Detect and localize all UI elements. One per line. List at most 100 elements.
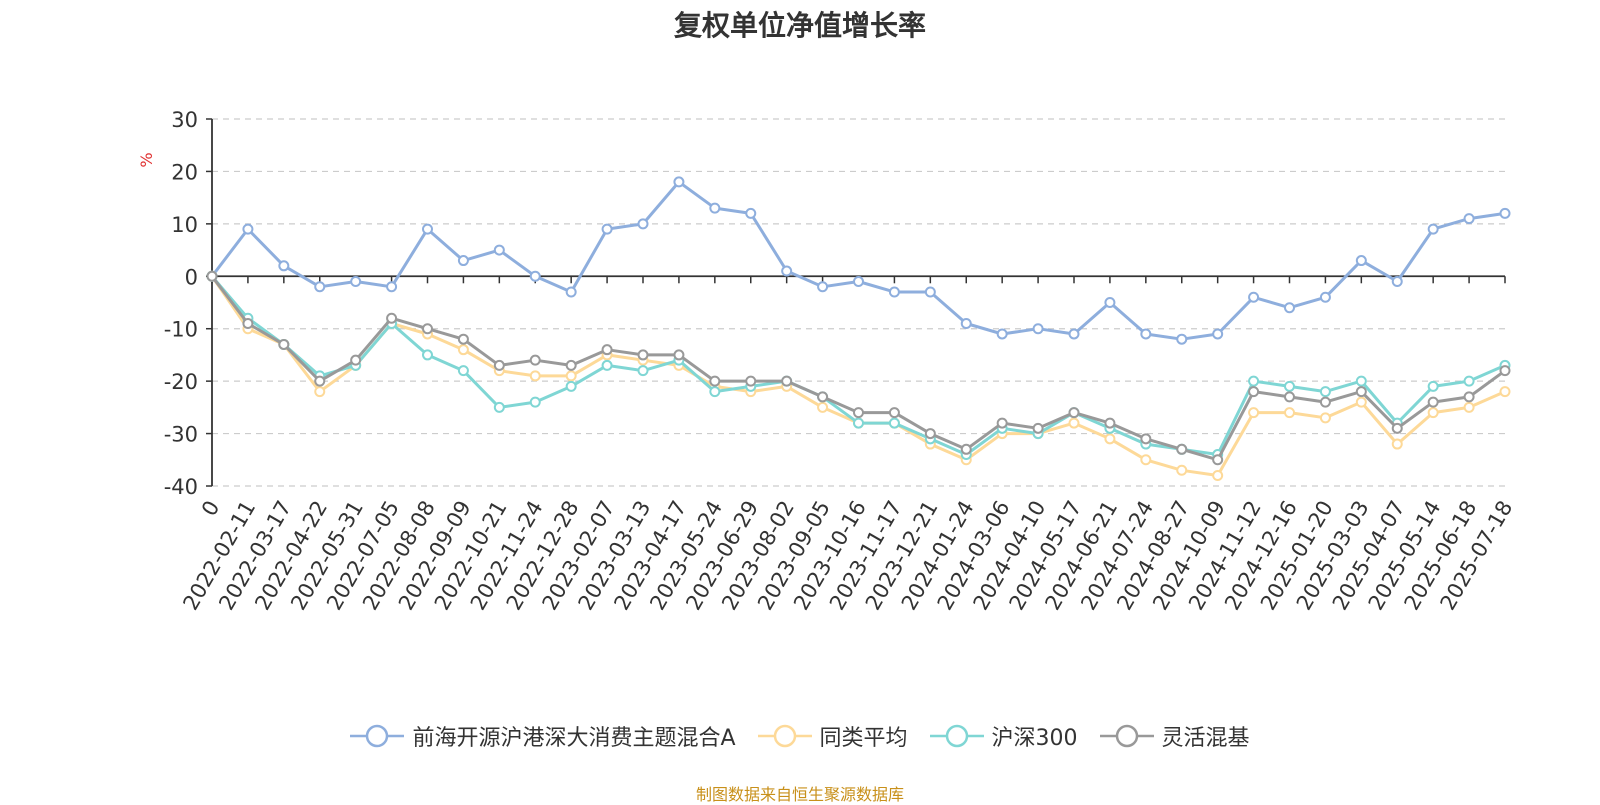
legend-item[interactable]: 灵活混基 xyxy=(1099,720,1250,752)
data-point xyxy=(960,443,972,455)
data-point xyxy=(1140,328,1152,340)
chart-legend: 前海开源沪港深大消费主题混合A 同类平均 沪深300 灵活混基 xyxy=(0,720,1600,752)
axis-labels: 3020100-10-20-30-4002022-02-112022-03-17… xyxy=(164,108,1518,614)
data-point xyxy=(1355,375,1367,387)
data-point xyxy=(1391,438,1403,450)
legend-item[interactable]: 沪深300 xyxy=(929,720,1078,752)
y-tick-label: -40 xyxy=(164,475,198,499)
data-point xyxy=(565,380,577,392)
y-tick-label: -30 xyxy=(164,423,198,447)
data-point xyxy=(1248,375,1260,387)
data-point xyxy=(493,401,505,413)
data-point xyxy=(781,265,793,277)
data-point xyxy=(1104,417,1116,429)
legend-swatch-icon xyxy=(1099,724,1154,748)
data-point xyxy=(242,317,254,329)
data-point xyxy=(1140,454,1152,466)
data-point xyxy=(278,338,290,350)
data-point xyxy=(637,349,649,361)
data-point xyxy=(314,281,326,293)
data-point xyxy=(1427,407,1439,419)
data-point xyxy=(817,401,829,413)
data-point xyxy=(350,354,362,366)
data-point xyxy=(709,202,721,214)
data-point xyxy=(1212,328,1224,340)
chart-title: 复权单位净值增长率 xyxy=(673,9,926,42)
legend-swatch-icon xyxy=(757,724,812,748)
data-point xyxy=(422,323,433,335)
data-point xyxy=(924,428,936,440)
legend-label: 灵活混基 xyxy=(1161,726,1250,751)
data-point xyxy=(673,176,685,188)
data-point xyxy=(1319,386,1331,398)
data-point xyxy=(565,286,577,298)
series-lines xyxy=(206,176,1511,482)
data-point xyxy=(278,260,290,272)
data-point xyxy=(1463,375,1475,387)
data-point xyxy=(853,417,864,429)
data-point xyxy=(1284,302,1295,314)
data-point xyxy=(386,281,398,293)
data-point xyxy=(1032,323,1044,335)
data-point xyxy=(853,407,864,419)
data-point xyxy=(996,328,1008,340)
data-point xyxy=(1176,464,1188,476)
data-point xyxy=(1212,470,1224,482)
data-point xyxy=(1212,454,1224,466)
data-point xyxy=(817,391,829,403)
data-point xyxy=(350,276,362,288)
data-point xyxy=(924,286,936,298)
data-point xyxy=(1463,213,1475,225)
data-point xyxy=(314,375,326,387)
data-point xyxy=(1104,433,1116,445)
data-point xyxy=(673,349,685,361)
data-point xyxy=(493,244,505,256)
data-point xyxy=(1391,276,1403,288)
legend-label: 沪深300 xyxy=(991,726,1078,751)
legend-item[interactable]: 同类平均 xyxy=(757,720,908,752)
data-point xyxy=(422,223,433,235)
data-point xyxy=(1068,328,1080,340)
legend-item[interactable]: 前海开源沪港深大消费主题混合A xyxy=(350,720,736,752)
data-point xyxy=(1499,386,1511,398)
data-point xyxy=(1319,396,1331,408)
data-point xyxy=(888,286,900,298)
data-point xyxy=(1068,407,1080,419)
data-point xyxy=(1176,443,1188,455)
data-point xyxy=(1104,297,1116,308)
data-point xyxy=(529,270,541,282)
series-line xyxy=(210,274,1507,462)
data-point xyxy=(565,359,577,371)
legend-label: 同类平均 xyxy=(819,726,908,751)
data-point xyxy=(1463,391,1475,403)
data-point xyxy=(1427,396,1439,408)
data-point xyxy=(888,407,900,419)
data-point xyxy=(888,417,900,429)
data-point xyxy=(1463,401,1475,413)
y-tick-label: -10 xyxy=(164,318,198,342)
y-tick-label: 0 xyxy=(185,265,198,289)
data-point xyxy=(457,344,469,356)
data-point xyxy=(1068,417,1080,429)
data-point xyxy=(1140,433,1152,445)
data-point xyxy=(1248,291,1260,303)
data-point xyxy=(601,359,613,371)
data-point xyxy=(529,370,541,382)
data-point xyxy=(1319,291,1331,303)
data-point xyxy=(457,365,469,377)
x-tick-label: 0 xyxy=(197,497,224,521)
data-point xyxy=(529,354,541,366)
data-point xyxy=(457,333,469,345)
data-point xyxy=(1248,407,1260,419)
data-point xyxy=(1284,391,1295,403)
data-point xyxy=(1248,386,1260,398)
data-point xyxy=(1319,412,1331,424)
data-point xyxy=(529,396,541,408)
data-point xyxy=(1499,365,1511,377)
series-line xyxy=(210,274,1507,477)
data-point xyxy=(817,281,829,293)
y-axis-label: % xyxy=(137,152,156,167)
data-point xyxy=(745,207,757,219)
data-point xyxy=(709,375,721,387)
